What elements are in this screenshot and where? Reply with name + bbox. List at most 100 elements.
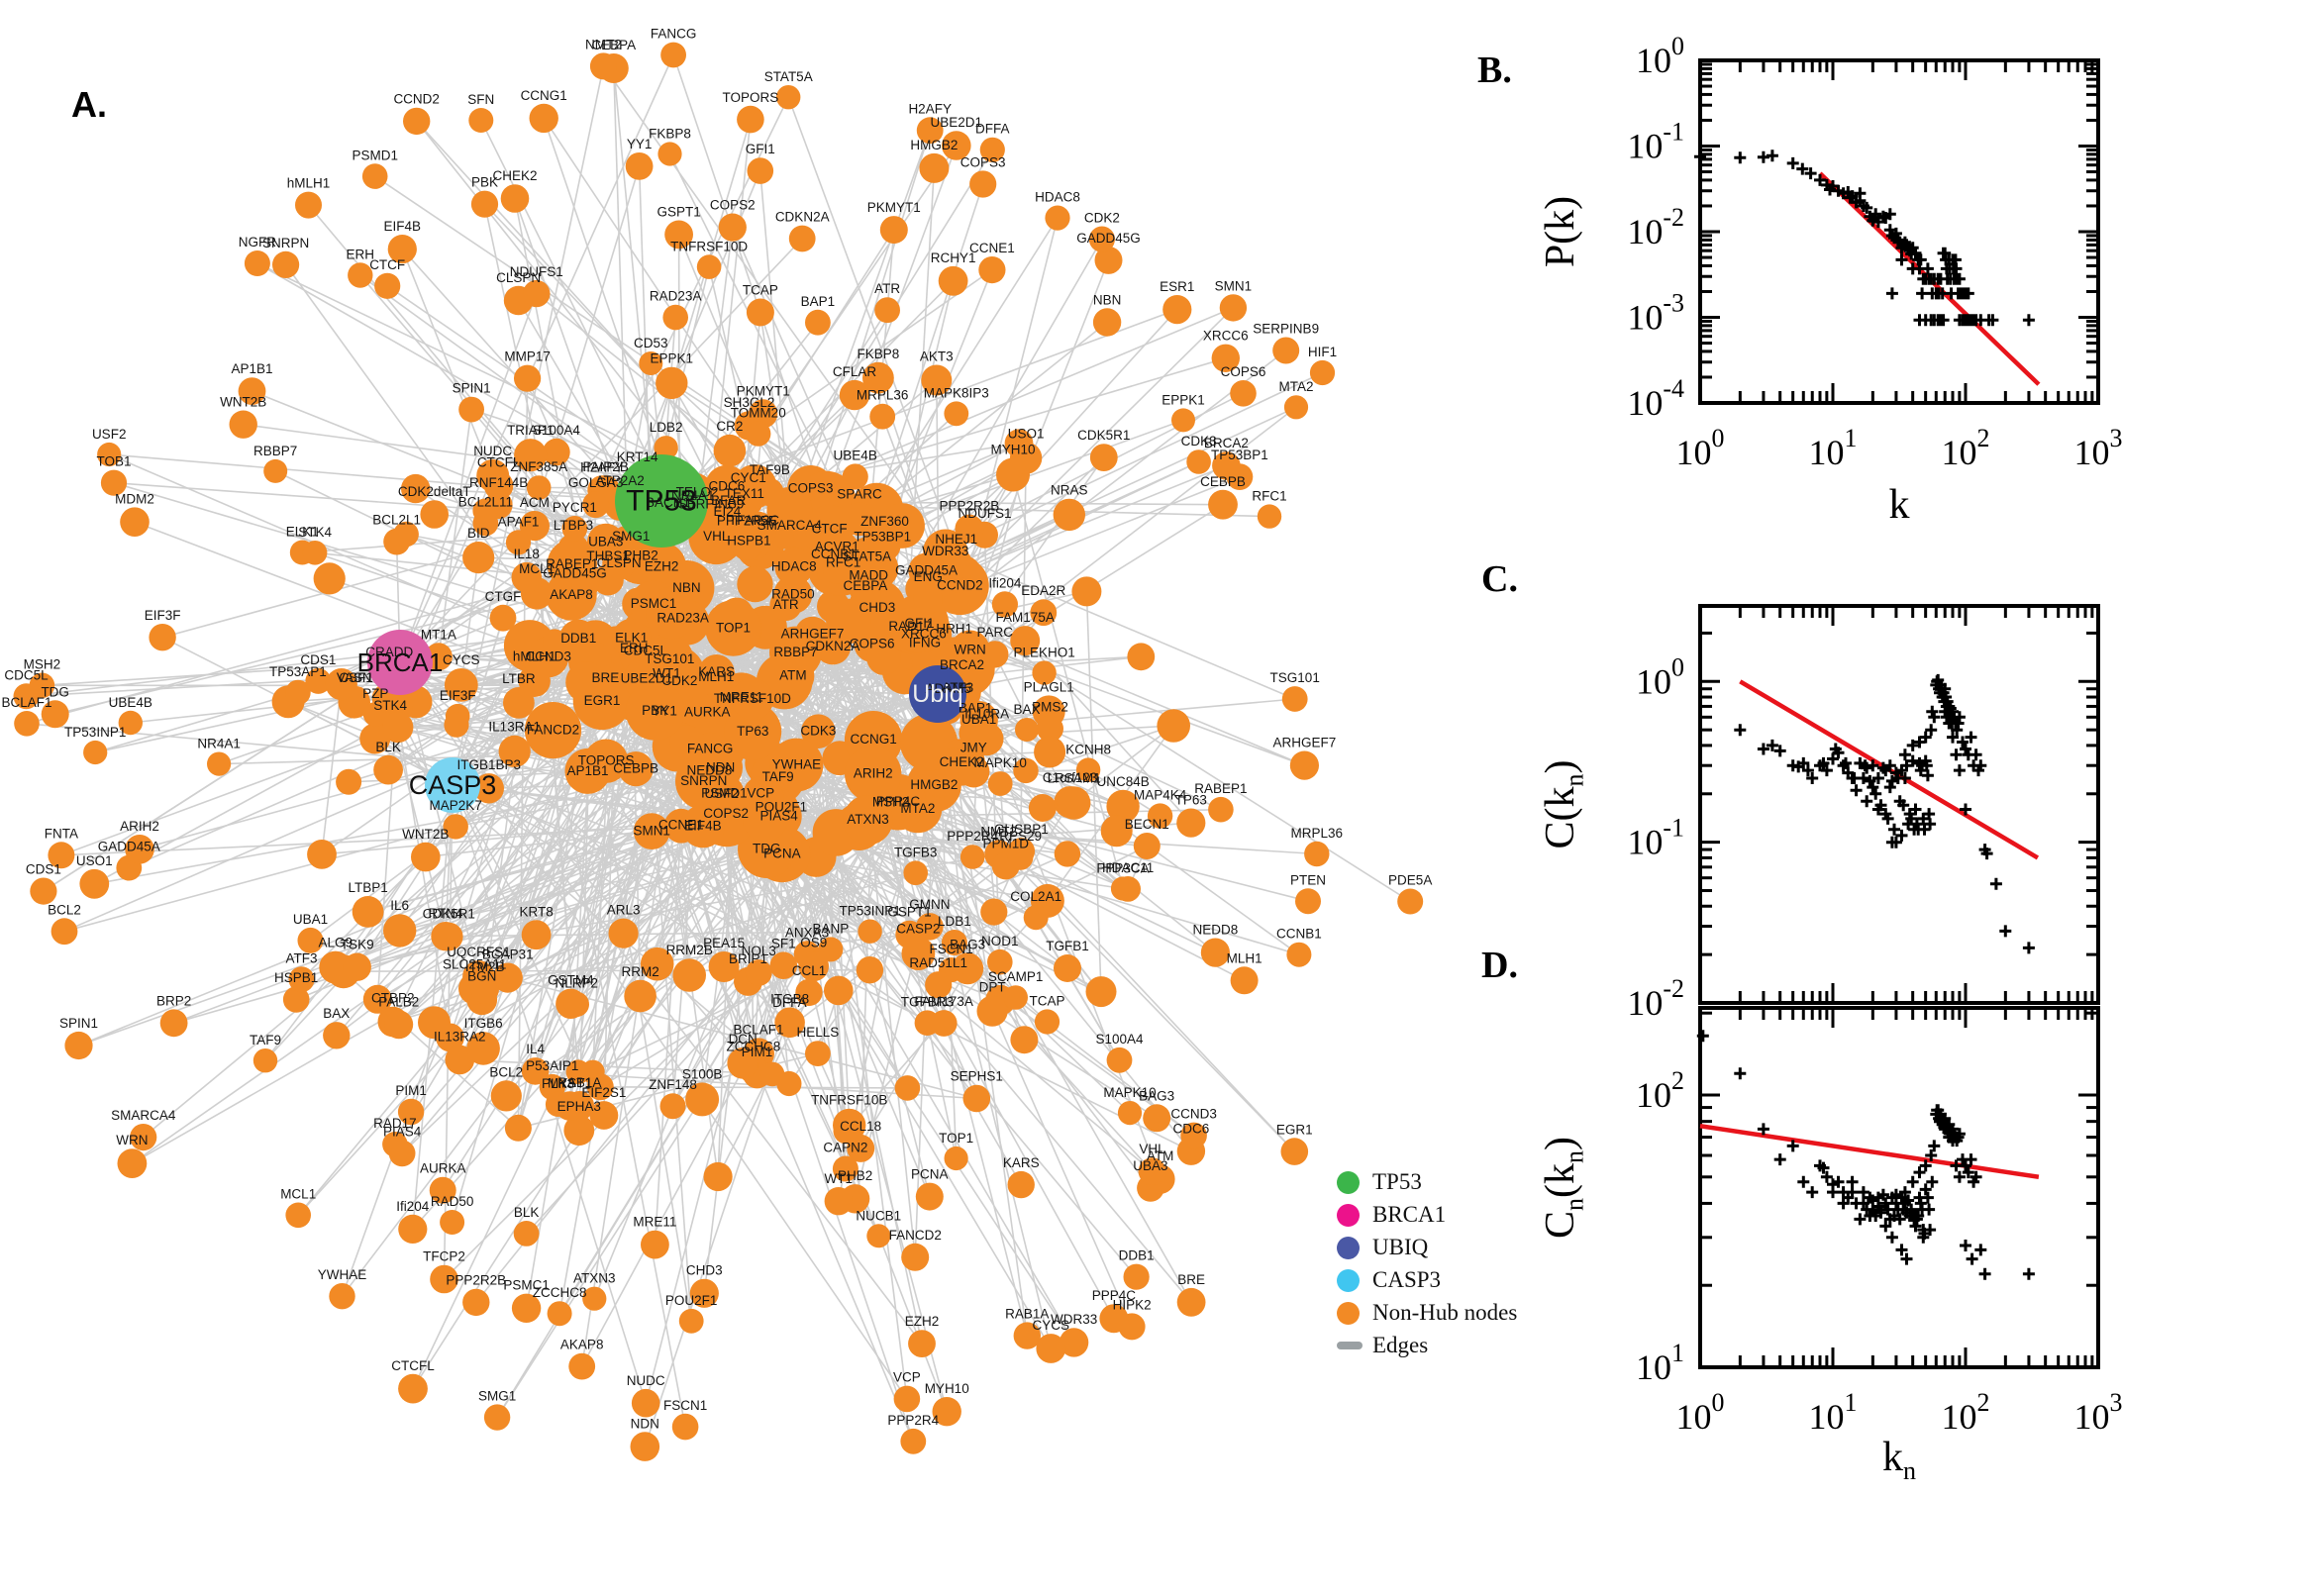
svg-text:MYH10: MYH10 [925,1381,969,1396]
svg-text:GSTM4: GSTM4 [548,973,594,988]
svg-text:HDAC8: HDAC8 [1035,190,1080,205]
svg-text:BAG3: BAG3 [1139,1088,1174,1103]
svg-text:GADD45A: GADD45A [98,840,160,854]
svg-text:MAPK10: MAPK10 [1103,1085,1156,1100]
svg-text:BAP1: BAP1 [801,294,836,309]
svg-text:BAP1: BAP1 [959,701,993,716]
svg-text:RTN4: RTN4 [428,906,463,921]
svg-text:CEBPB: CEBPB [1200,474,1246,489]
svg-text:VHL: VHL [703,529,730,544]
svg-text:RNF144B: RNF144B [469,475,528,490]
svg-text:BCL2: BCL2 [48,902,81,917]
svg-text:ITGB6: ITGB6 [464,1016,503,1031]
svg-text:103: 103 [2074,424,2123,472]
svg-text:IL10RA: IL10RA [964,706,1009,721]
svg-text:TSG101: TSG101 [645,651,694,666]
svg-text:C1orf123: C1orf123 [1043,770,1098,785]
svg-text:CDKN2A: CDKN2A [775,210,830,225]
svg-text:BCL2L1: BCL2L1 [372,513,421,528]
svg-text:MYST1: MYST1 [548,1075,592,1090]
svg-text:SNRPN: SNRPN [262,236,309,250]
svg-text:ATM: ATM [1147,1148,1174,1163]
svg-text:NUDC: NUDC [473,444,512,458]
svg-text:UBA1: UBA1 [961,712,996,727]
svg-text:BRIP1: BRIP1 [729,951,767,966]
svg-text:NMT2: NMT2 [585,37,622,51]
power-law-fit-line [1699,1123,2040,1180]
axis-ticks [1698,58,2100,405]
svg-text:BCL2L11: BCL2L11 [458,495,513,510]
svg-text:EPPK1: EPPK1 [1162,392,1205,407]
svg-text:ATF3: ATF3 [942,680,973,695]
svg-text:ZNF360: ZNF360 [860,514,909,529]
svg-text:ALG9: ALG9 [319,936,354,950]
svg-text:MADD: MADD [849,567,888,582]
svg-text:NR4A1: NR4A1 [671,488,715,503]
svg-text:ACVR1: ACVR1 [815,540,859,554]
svg-text:PYCR1: PYCR1 [553,500,597,515]
svg-text:WRN: WRN [116,1133,148,1147]
svg-text:CDK2: CDK2 [661,673,697,688]
legend-item-edges: Edges [1337,1333,1517,1357]
svg-text:ARIH2: ARIH2 [120,819,159,834]
svg-text:CAPN2: CAPN2 [823,1141,867,1155]
svg-text:EGR1: EGR1 [1276,1122,1313,1137]
svg-text:ERH: ERH [347,247,375,261]
svg-text:FAM173A: FAM173A [915,994,973,1009]
axis-ticks [1698,606,2100,1005]
svg-text:CTCF: CTCF [369,257,405,272]
svg-text:SERPINB9: SERPINB9 [1253,322,1319,337]
svg-text:GADD45A: GADD45A [895,563,958,578]
svg-text:TCAP: TCAP [1029,993,1064,1008]
svg-text:UBE2D1: UBE2D1 [621,671,673,686]
svg-text:Ifi204: Ifi204 [988,575,1022,590]
svg-text:PHB2: PHB2 [838,1168,872,1183]
svg-text:DCN: DCN [729,1032,758,1047]
svg-text:MMP17: MMP17 [504,349,551,364]
svg-text:MT1A: MT1A [421,627,456,642]
svg-text:WDR33: WDR33 [922,544,968,558]
svg-text:VCP: VCP [747,786,774,801]
svg-text:BRCA2: BRCA2 [1204,436,1249,450]
svg-text:ZNF385A: ZNF385A [510,459,567,474]
svg-text:HRH1: HRH1 [936,621,972,636]
svg-text:TP53BP1: TP53BP1 [1211,448,1268,462]
svg-text:AURKA: AURKA [420,1161,466,1176]
svg-text:PIM1: PIM1 [395,1083,427,1098]
svg-text:RAD51L1: RAD51L1 [909,955,967,970]
svg-text:10-2: 10-2 [1627,974,1684,1023]
svg-text:TP63: TP63 [1175,792,1207,807]
svg-text:GSPT1: GSPT1 [656,205,700,220]
svg-text:NOL3: NOL3 [742,944,776,958]
svg-text:hMLH1: hMLH1 [513,649,556,664]
panel-d-label: D. [1481,945,1518,986]
svg-text:RAD17: RAD17 [373,1116,417,1131]
svg-text:ITGB1BP3: ITGB1BP3 [457,757,522,772]
svg-text:TNFRSF10D: TNFRSF10D [670,239,748,253]
hub-label-brca1: BRCA1 [357,648,444,677]
svg-text:RAD17: RAD17 [888,619,932,634]
svg-text:KRT14: KRT14 [617,449,658,464]
svg-text:CLSPN: CLSPN [597,555,642,570]
svg-text:WNT2B: WNT2B [220,395,266,410]
svg-text:OS9: OS9 [800,936,827,950]
svg-text:S100A4: S100A4 [533,423,581,438]
svg-text:TSG101: TSG101 [1270,670,1320,685]
svg-text:THBS1: THBS1 [586,549,630,563]
svg-text:TAF9: TAF9 [762,769,794,784]
hub-label-tp53: TP53 [626,485,697,518]
svg-text:10-1: 10-1 [1627,118,1684,166]
svg-text:RAD50: RAD50 [771,586,815,601]
svg-text:LTBP3: LTBP3 [554,518,593,533]
svg-text:PSMC1: PSMC1 [503,1278,550,1293]
svg-text:AP1B1: AP1B1 [231,361,272,376]
svg-text:DFFA: DFFA [772,995,807,1010]
svg-text:COPS2: COPS2 [703,806,749,821]
svg-text:TOP1: TOP1 [716,620,751,635]
svg-text:MLH1: MLH1 [1227,950,1262,965]
svg-text:CTCFL: CTCFL [391,1358,435,1373]
svg-text:ATP2A2: ATP2A2 [595,473,644,488]
svg-text:PBK: PBK [642,703,668,718]
svg-text:WRN: WRN [954,643,985,657]
